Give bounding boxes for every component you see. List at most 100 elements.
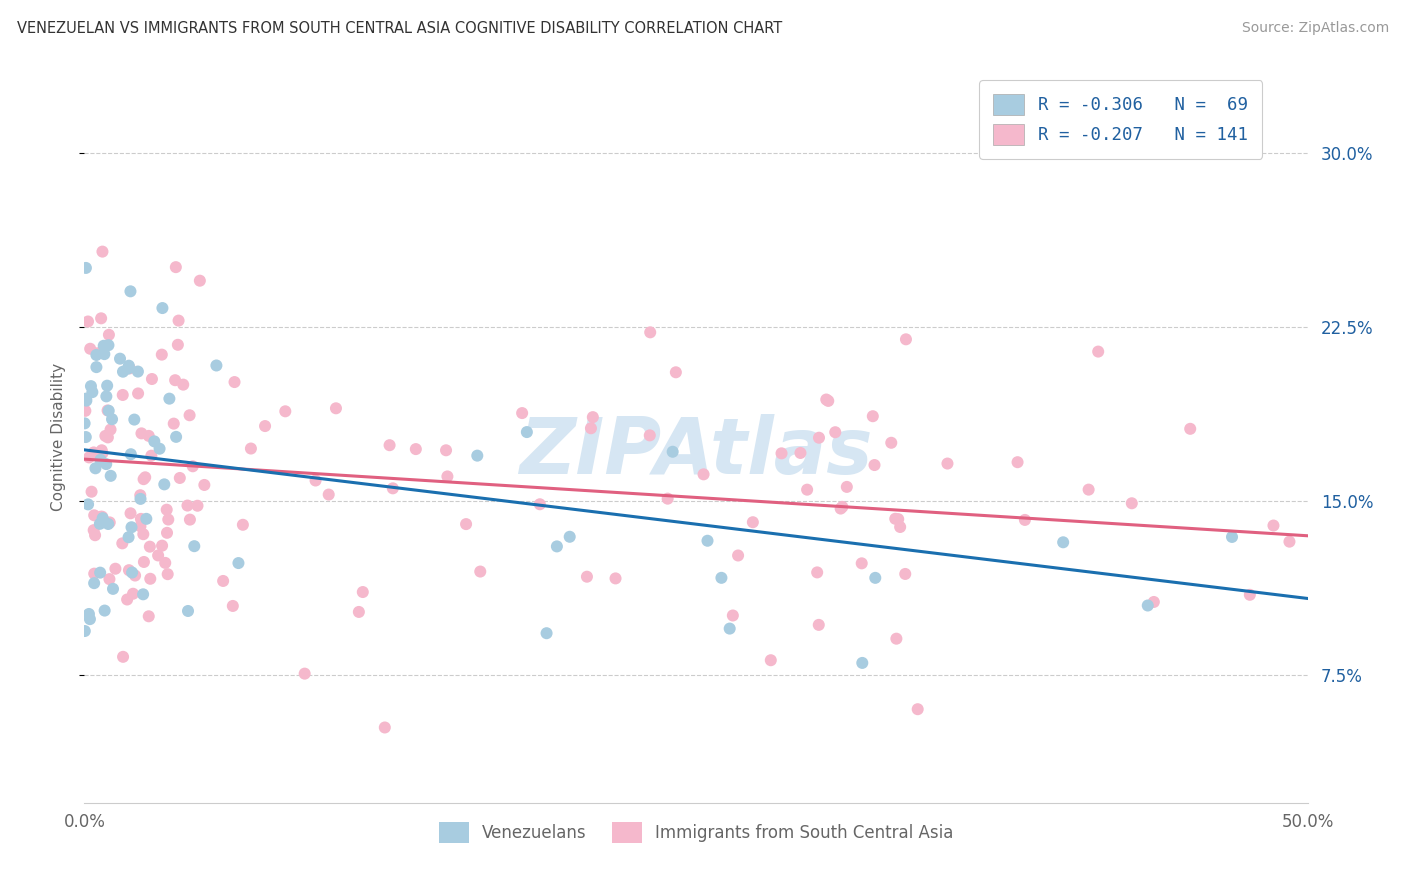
Point (89, 453, 111, 467)
Point (132, 587, 155, 601)
Point (97, 430, 120, 444)
Point (1007, 455, 1029, 469)
Point (889, 520, 911, 534)
Point (1087, 344, 1109, 359)
Point (352, 585, 374, 599)
Point (741, 515, 763, 529)
Point (529, 497, 551, 511)
Point (454, 517, 477, 532)
Point (156, 525, 179, 540)
Point (815, 392, 838, 407)
Point (135, 512, 157, 526)
Point (516, 425, 538, 439)
Point (638, 326, 661, 340)
Point (907, 702, 929, 716)
Point (824, 425, 846, 440)
Point (558, 530, 581, 544)
Point (880, 435, 903, 450)
Point (835, 480, 858, 494)
Point (101, 412, 124, 426)
Point (381, 481, 404, 495)
Point (91, 244, 114, 259)
Point (436, 469, 458, 483)
Point (104, 562, 127, 576)
Point (179, 513, 201, 527)
Point (150, 348, 173, 362)
Point (75, 393, 97, 408)
Point (470, 565, 492, 579)
Point (434, 443, 457, 458)
Point (157, 392, 180, 406)
Point (96, 457, 118, 471)
Point (97, 327, 120, 342)
Point (807, 618, 830, 632)
Point (77, 607, 100, 621)
Point (89, 566, 111, 580)
Point (176, 499, 198, 513)
Point (865, 571, 887, 585)
Point (294, 666, 316, 681)
Point (91, 511, 114, 525)
Point (97, 404, 120, 418)
Point (90, 443, 112, 458)
Point (112, 649, 135, 664)
Point (96, 378, 118, 392)
Point (936, 457, 959, 471)
Point (188, 274, 211, 288)
Point (770, 446, 793, 460)
Point (863, 458, 886, 472)
Point (117, 361, 139, 376)
Point (90, 509, 112, 524)
Point (77, 450, 100, 465)
Point (156, 502, 179, 516)
Point (157, 512, 180, 526)
Point (97, 403, 120, 417)
Point (657, 491, 679, 506)
Point (212, 574, 235, 588)
Point (718, 622, 741, 636)
Point (807, 431, 830, 445)
Point (83, 576, 105, 591)
Point (817, 393, 839, 408)
Point (127, 365, 149, 379)
Text: ZIPAtlas: ZIPAtlas (519, 414, 873, 490)
Point (129, 519, 152, 533)
Point (111, 388, 134, 402)
Point (86, 348, 108, 362)
Point (111, 365, 134, 379)
Point (127, 386, 149, 401)
Point (254, 419, 277, 434)
Point (165, 260, 187, 274)
Point (79, 612, 101, 626)
Point (465, 449, 488, 463)
Point (796, 483, 818, 497)
Point (121, 566, 143, 580)
Point (692, 467, 714, 482)
Point (183, 539, 205, 553)
Point (108, 351, 131, 366)
Point (378, 438, 401, 452)
Text: VENEZUELAN VS IMMIGRANTS FROM SOUTH CENTRAL ASIA COGNITIVE DISABILITY CORRELATIO: VENEZUELAN VS IMMIGRANTS FROM SOUTH CENT… (17, 21, 782, 36)
Point (100, 468, 122, 483)
Point (93, 347, 115, 361)
Point (91, 446, 114, 460)
Point (224, 375, 246, 389)
Point (179, 409, 201, 423)
Point (167, 313, 190, 327)
Point (89, 516, 111, 531)
Point (98, 572, 121, 586)
Point (98, 516, 121, 530)
Point (129, 488, 152, 502)
Point (75, 404, 97, 418)
Point (172, 377, 194, 392)
Point (177, 604, 200, 618)
Point (181, 459, 204, 474)
Point (86, 360, 108, 375)
Point (132, 472, 155, 486)
Point (887, 512, 910, 526)
Point (205, 359, 228, 373)
Point (510, 406, 533, 420)
Point (91, 509, 114, 524)
Point (87, 346, 110, 360)
Point (661, 444, 683, 458)
